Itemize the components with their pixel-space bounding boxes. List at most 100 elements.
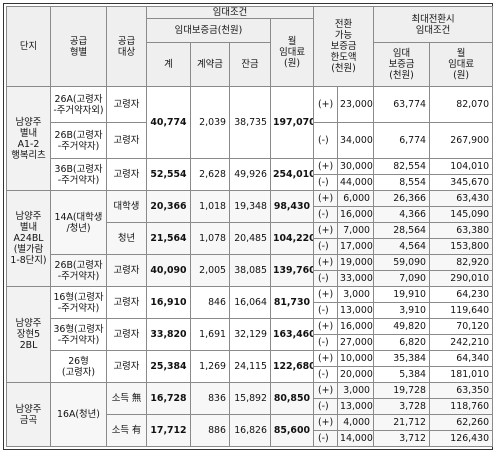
table-row: 남양주 장현5 2BL 16형(고령자 -주거약자) 고령자 16,910 84…	[6, 286, 494, 383]
total-cell: 25,384	[146, 350, 191, 383]
sign-cell: (+)	[313, 286, 339, 303]
max-deposit-cell: 82,554	[373, 158, 431, 175]
contract-cell: 836	[190, 382, 230, 415]
supply-type-cell: 26B(고령자 -주거약자)	[50, 254, 107, 287]
conv-cell: 34,000	[337, 122, 375, 159]
complex-cell: 남양주 금곡	[6, 382, 51, 447]
table-row: 36B(고령자 -주거약자) 고령자 52,554 2,628 49,926 2…	[7, 158, 494, 191]
max-monthly-cell: 153,800	[429, 238, 494, 255]
max-deposit-cell: 3,910	[373, 302, 431, 319]
header-balance: 잔금	[229, 42, 271, 87]
conv-cell: 17,000	[337, 238, 375, 255]
table-row: (-) 20,000 5,384 181,010	[7, 366, 494, 383]
sign-cell: (-)	[313, 174, 339, 191]
header-max-monthly: 월 임대료 (원)	[429, 42, 494, 87]
sign-cell: (+)	[313, 158, 339, 175]
conv-cell: 7,000	[337, 222, 375, 239]
balance-cell: 24,115	[229, 350, 271, 383]
header-max-conversion: 최대전환시 임대조건	[373, 6, 494, 43]
conv-cell: 3,000	[337, 382, 375, 399]
conv-cell: 33,000	[337, 270, 375, 287]
max-deposit-cell: 63,774	[373, 86, 431, 123]
sign-cell: (-)	[313, 122, 339, 159]
max-deposit-cell: 19,728	[373, 382, 431, 399]
table-row: 36형(고령자 -주거약자) 고령자 33,820 1,691 32,129 1…	[7, 318, 494, 351]
conv-cell: 27,000	[337, 334, 375, 351]
sign-cell: (-)	[313, 238, 339, 255]
conv-cell: 19,000	[337, 254, 375, 271]
supply-type-cell: 36B(고령자 -주거약자)	[50, 158, 107, 191]
balance-cell: 20,485	[229, 222, 271, 255]
target-cell: 고령자	[106, 254, 147, 287]
monthly-cell: 85,600	[269, 414, 315, 447]
max-deposit-cell: 3,712	[373, 430, 431, 447]
conv-cell: 3,000	[337, 286, 375, 303]
max-deposit-cell: 7,090	[373, 270, 431, 287]
monthly-cell: 139,760	[269, 254, 315, 287]
max-monthly-cell: 63,350	[429, 382, 494, 399]
monthly-cell: 197,070	[269, 86, 315, 159]
balance-cell: 16,826	[229, 414, 271, 447]
contract-cell: 1,078	[190, 222, 230, 255]
supply-type-cell: 16A(청년)	[50, 382, 107, 447]
max-deposit-cell: 59,090	[373, 254, 431, 271]
total-cell: 17,712	[146, 414, 191, 447]
contract-cell: 2,005	[190, 254, 230, 287]
max-deposit-cell: 8,554	[373, 174, 431, 191]
monthly-cell: 122,680	[269, 350, 315, 383]
max-monthly-cell: 126,430	[429, 430, 494, 447]
max-monthly-cell: 64,230	[429, 286, 494, 303]
conv-cell: 30,000	[337, 158, 375, 175]
target-cell: 청년	[106, 222, 147, 255]
contract-cell: 1,269	[190, 350, 230, 383]
max-deposit-cell: 4,366	[373, 206, 431, 223]
sign-cell: (-)	[313, 302, 339, 319]
balance-cell: 32,129	[229, 318, 271, 351]
monthly-cell: 98,430	[269, 190, 315, 223]
balance-cell: 38,085	[229, 254, 271, 287]
table-row: 26형 (고령자) 고령자 25,384 1,269 24,115 122,68…	[7, 350, 494, 383]
conv-cell: 44,000	[337, 174, 375, 191]
conv-cell: 20,000	[337, 366, 375, 383]
sign-cell: (+)	[313, 222, 339, 239]
sign-cell: (-)	[313, 334, 339, 351]
table-row: 남양주 별내 A1-2 행복리츠 26A(고령자 -주거약자외) 고령자 40,…	[6, 86, 494, 191]
max-monthly-cell: 82,920	[429, 254, 494, 271]
max-monthly-cell: 63,430	[429, 190, 494, 207]
conv-cell: 14,000	[337, 430, 375, 447]
max-deposit-cell: 21,712	[373, 414, 431, 431]
max-monthly-cell: 63,380	[429, 222, 494, 239]
sign-cell: (+)	[313, 318, 339, 335]
monthly-cell: 104,220	[269, 222, 315, 255]
supply-type-cell: 26B(고령자 -주거약자)	[50, 122, 107, 159]
contract-cell: 2,039	[190, 86, 230, 159]
total-cell: 16,728	[146, 382, 191, 415]
max-monthly-cell: 119,640	[429, 302, 494, 319]
max-monthly-cell: 145,090	[429, 206, 494, 223]
sign-cell: (-)	[313, 366, 339, 383]
balance-cell: 49,926	[229, 158, 271, 191]
monthly-cell: 163,460	[269, 318, 315, 351]
supply-type-cell: 26형 (고령자)	[50, 350, 107, 383]
complex-cell: 남양주 장현5 2BL	[6, 286, 51, 383]
header-rent-conditions: 임대조건	[145, 6, 315, 19]
sign-cell: (+)	[313, 254, 339, 271]
contract-cell: 886	[190, 414, 230, 447]
contract-cell: 1,018	[190, 190, 230, 223]
sign-cell: (+)	[313, 414, 339, 431]
table-row: 남양주 별내 A24BL (별가람 1-8단지) 14A(대학생 /청년) 대학…	[6, 190, 494, 287]
header-deposit-group: 임대보증금(천원)	[146, 18, 271, 43]
conv-cell: 6,000	[337, 190, 375, 207]
target-cell: 고령자	[106, 158, 147, 191]
contract-cell: 1,691	[190, 318, 230, 351]
max-deposit-cell: 3,728	[373, 398, 431, 415]
monthly-cell: 81,730	[269, 286, 315, 319]
sign-cell: (-)	[313, 206, 339, 223]
sign-cell: (-)	[313, 430, 339, 447]
total-cell: 52,554	[146, 158, 191, 191]
total-cell: 33,820	[146, 318, 191, 351]
conv-cell: 13,000	[337, 302, 375, 319]
monthly-cell: 254,010	[269, 158, 315, 191]
total-cell: 40,090	[146, 254, 191, 287]
target-cell: 소득 有	[106, 414, 147, 447]
